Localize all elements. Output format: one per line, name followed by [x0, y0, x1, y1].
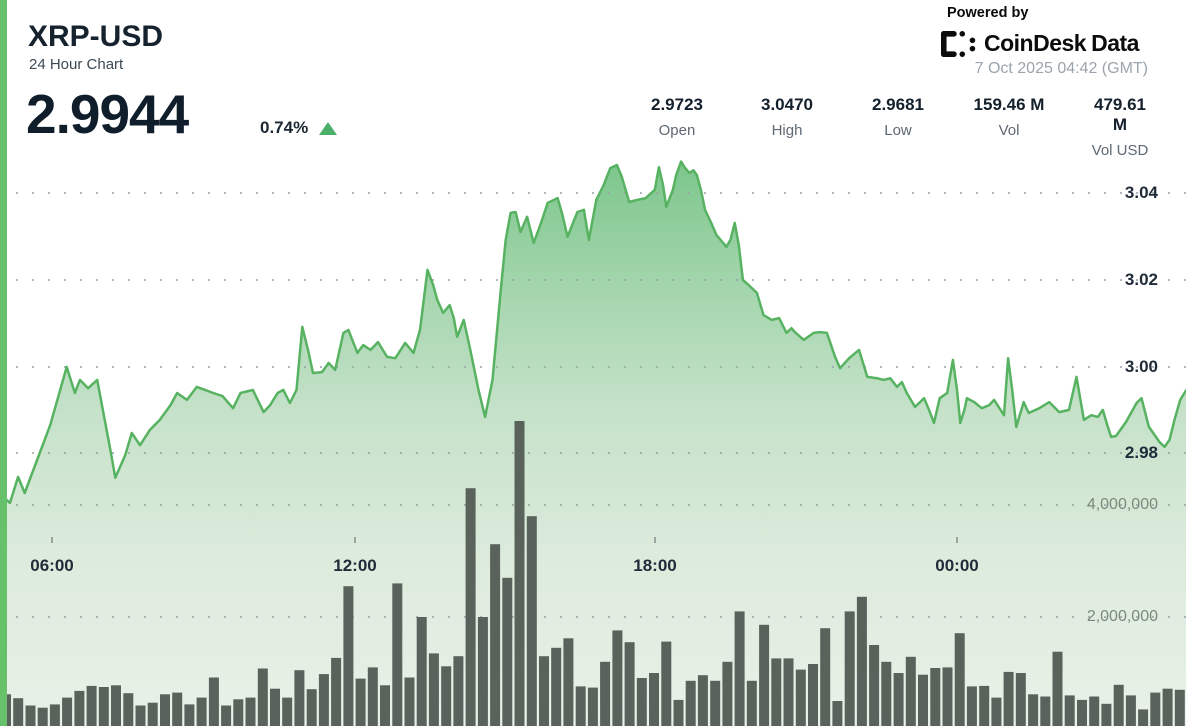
time-tick-0000: 00:00	[935, 556, 979, 575]
price-tick-3-00: 3.00	[1124, 357, 1158, 376]
price-tick-3-02: 3.02	[1124, 270, 1158, 289]
price-change-percent: 0.74%	[260, 118, 309, 137]
price-tick-2-98: 2.98	[1124, 443, 1158, 462]
stat-vol-usd-value: 479.61 M	[1094, 95, 1146, 134]
coindesk-data-logo[interactable]: CoinDesk Data	[941, 30, 1139, 57]
chart-subtitle: 24 Hour Chart	[29, 56, 124, 73]
stat-low: 2.9681 Low	[872, 95, 924, 139]
stat-vol-usd-label: Vol USD	[1091, 142, 1149, 159]
stat-vol-value: 159.46 M	[973, 95, 1045, 114]
stat-vol-usd: 479.61 M Vol USD	[1087, 95, 1153, 159]
chart-timestamp: 7 Oct 2025 04:42 (GMT)	[974, 60, 1148, 77]
volume-tick-2m: 2,000,000	[1086, 608, 1158, 625]
stat-high: 3.0470 High	[761, 95, 813, 139]
volume-tick-4m: 4,000,000	[1086, 496, 1158, 513]
time-tickmark-18	[654, 537, 656, 543]
stat-low-label: Low	[884, 122, 912, 139]
coindesk-logo-icon	[941, 30, 976, 57]
stat-low-value: 2.9681	[872, 95, 924, 114]
time-tick-0600: 06:00	[30, 556, 74, 575]
time-tick-1800: 18:00	[633, 556, 677, 575]
up-arrow-icon	[319, 122, 337, 135]
stat-vol: 159.46 M Vol	[974, 95, 1045, 139]
stat-open-label: Open	[658, 122, 696, 139]
symbol-title: XRP-USD	[28, 20, 164, 53]
time-tick-1200: 12:00	[333, 556, 377, 575]
time-tickmark-12	[354, 537, 356, 543]
stat-vol-label: Vol	[998, 122, 1020, 139]
time-tickmark-06	[51, 537, 53, 543]
current-price: 2.9944	[26, 83, 189, 145]
stat-open-value: 2.9723	[651, 95, 703, 114]
stat-open: 2.9723 Open	[651, 95, 703, 139]
price-tick-3-04: 3.04	[1124, 183, 1158, 202]
time-tickmark-00	[956, 537, 958, 543]
left-accent-bar	[0, 0, 7, 726]
brand-name-data: Data	[1091, 30, 1139, 56]
powered-by-label: Powered by	[947, 5, 1029, 21]
stat-high-value: 3.0470	[761, 95, 813, 114]
stat-high-label: High	[771, 122, 803, 139]
brand-name-coindesk: CoinDesk	[984, 30, 1087, 56]
